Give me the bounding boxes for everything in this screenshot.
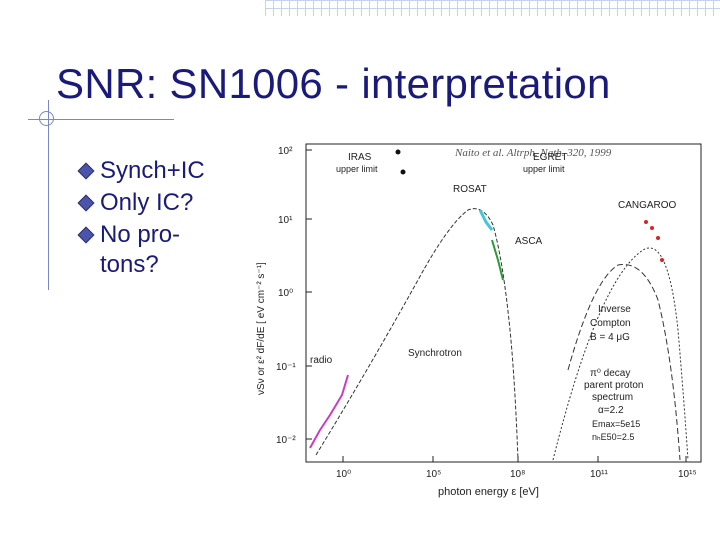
label-pi4: α=2.2 [598, 405, 624, 416]
label-egret: EGRET [533, 152, 567, 163]
sed-figure: Naito et al. Altrph. Nath. 320, 1999 10²… [256, 143, 702, 498]
label-ic1: Inverse [598, 304, 631, 315]
y-tick-label: 10⁻² [276, 435, 296, 446]
bullet-text: Only IC? [100, 189, 194, 216]
diamond-bullet-icon [77, 162, 95, 180]
plot-frame [305, 143, 702, 463]
x-tick-marks [342, 456, 687, 462]
x-tick-label: 10¹⁵ [678, 469, 697, 480]
synchrotron-curve [315, 208, 519, 461]
decorative-vertical-line [48, 100, 49, 290]
bullet-item: No pro- tons? [77, 220, 248, 280]
label-pi1: π⁰ decay [590, 368, 630, 379]
cangaroo-data [644, 220, 664, 262]
label-ic3: B = 4 μG [590, 332, 630, 343]
label-radio: radio [310, 355, 333, 366]
diamond-bullet-icon [77, 194, 95, 212]
label-iras: IRAS [348, 152, 372, 163]
y-tick-label: 10⁻¹ [276, 362, 296, 373]
label-synchrotron: Synchrotron [408, 348, 462, 359]
label-ic2: Compton [590, 318, 631, 329]
y-tick-label: 10⁰ [278, 288, 293, 299]
decorative-horizontal-line [28, 119, 174, 120]
y-tick-marks [306, 149, 312, 440]
citation: Naito et al. Altrph. Nath. 320, 1999 [454, 147, 612, 159]
label-pi2: parent proton [584, 380, 644, 391]
inverse-compton-curve [567, 263, 681, 461]
x-axis-label: photon energy ε [eV] [438, 486, 539, 498]
y-tick-label: 10² [278, 146, 293, 157]
bullet-item: Only IC? [77, 188, 248, 218]
bullet-text: Synch+IC [100, 157, 205, 184]
label-asca: ASCA [515, 236, 543, 247]
label-egret-ul: upper limit [523, 164, 565, 174]
decorative-grid [265, 0, 720, 16]
bullet-list: Synch+IC Only IC? No pro- tons? [77, 156, 248, 282]
y-tick-label: 10¹ [278, 215, 293, 226]
y-axis-label: νSν or ε² dF/dE [ eV cm⁻² s⁻¹] [256, 262, 267, 395]
label-cangaroo: CANGAROO [618, 200, 677, 211]
x-tick-label: 10⁸ [510, 469, 525, 480]
upper-limit-markers [395, 149, 406, 175]
x-tick-label: 10⁰ [336, 469, 351, 480]
bullet-text: No pro- tons? [100, 221, 181, 278]
rosat-data [478, 209, 494, 231]
decorative-circle [39, 111, 54, 126]
label-iras-ul: upper limit [336, 164, 378, 174]
radio-data [309, 374, 349, 449]
asca-data [491, 239, 504, 281]
label-pi3: spectrum [592, 392, 633, 403]
x-tick-label: 10¹¹ [590, 469, 608, 480]
label-rosat: ROSAT [453, 184, 487, 195]
slide-title: SNR: SN1006 - interpretation [56, 60, 611, 107]
x-tick-label: 10⁵ [426, 469, 441, 480]
diamond-bullet-icon [77, 226, 95, 244]
label-pi6: nₕE50=2.5 [592, 432, 634, 442]
bullet-item: Synch+IC [77, 156, 248, 186]
label-pi5: Emax=5e15 [592, 419, 640, 429]
